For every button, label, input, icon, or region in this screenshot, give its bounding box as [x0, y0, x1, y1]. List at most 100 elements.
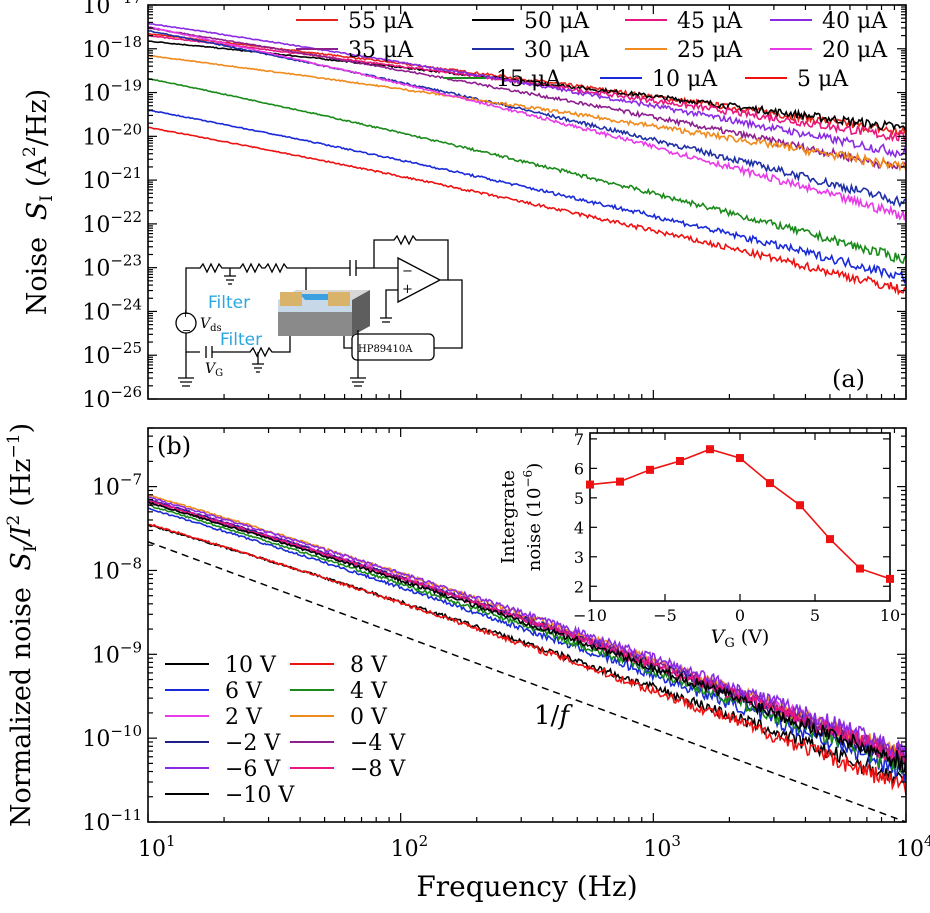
vds-minus-icon: − [182, 324, 191, 337]
y-tick-label: 10−11 [82, 806, 142, 836]
legend-label-6: 25 μA [677, 38, 743, 63]
legend-label-5: 30 μA [524, 38, 590, 63]
series-line-2 [147, 34, 907, 143]
legend-label-b-8: −6 V [225, 757, 281, 782]
y-tick-label: 10−17 [82, 0, 142, 19]
analyzer-label: HP89410A [358, 344, 413, 355]
series-line-4 [147, 27, 907, 171]
inset-marker-4 [706, 445, 714, 454]
series-line-6 [147, 54, 907, 173]
inset-marker-1 [616, 477, 624, 486]
panel-a-ylabel-unit-sup: 2 [20, 146, 40, 157]
panel-b-ylabel-unit-pre: (Hz [6, 458, 37, 506]
vds-label: Vds [200, 316, 222, 334]
inset-marker-8 [826, 535, 834, 544]
source-ground-icon [178, 352, 194, 387]
panel-b-ylabel-text: Normalized noise [6, 587, 37, 827]
y-tick-label: 10−23 [82, 252, 142, 282]
panel-b-ylabel-symbol: S [6, 552, 37, 571]
filter-label-2: Filter [220, 330, 262, 350]
y-tick-label: 10−9 [92, 638, 142, 668]
panel-b-label: (b) [157, 432, 191, 460]
y-tick-label: 10−26 [82, 383, 142, 413]
opamp-minus: − [402, 264, 413, 279]
inset-y-tick-label: 7 [574, 430, 584, 449]
panel-b-frame [147, 427, 907, 823]
series-line-3 [147, 22, 907, 159]
inset-y-tick-label: 6 [574, 459, 584, 478]
one-over-f-reference-line [147, 541, 907, 823]
device-ground-icon [350, 330, 366, 387]
analyzer-box [351, 333, 435, 361]
y-tick-label: 10−20 [82, 120, 142, 150]
panel-b-ylabel: Normalized noise SI/I2 (Hz−1) [4, 423, 41, 827]
legend-label-9: 10 μA [652, 67, 718, 92]
panel-a-ylabel-symbol: S [22, 202, 53, 221]
inset-y-tick-label: 3 [574, 548, 584, 567]
inset-x-tick-label: −5 [653, 606, 677, 625]
feedback-resistor-icon [373, 234, 449, 281]
filter-label-1: Filter [208, 293, 250, 313]
legend-label-4: 35 μA [348, 38, 414, 63]
panel-b-ylabel-unit-sup: −1 [4, 433, 24, 458]
inset-marker-6 [766, 479, 774, 488]
inset-xlabel: VG (V) [711, 626, 770, 651]
panel-b-legend: 10 V 8 V 6 V 4 V 2 V 0 V −2 V −4 V −6 V −8 V −10 V [165, 653, 406, 808]
y-tick-label: 10−25 [82, 339, 142, 369]
series-line-9 [147, 109, 907, 285]
y-tick-label: 10−8 [92, 554, 142, 584]
x-tick-label: 101 [138, 832, 176, 862]
x-tick-label: 103 [643, 832, 681, 862]
panel-a-ylabel-unit-post: /Hz) [22, 89, 53, 146]
panel-a-ylabel-text: Noise [22, 237, 53, 315]
inset-ylabel-line1: Intergrate [498, 470, 519, 564]
y-tick-label: 10−7 [92, 471, 142, 501]
series-line-5 [147, 29, 907, 208]
inset-background [566, 433, 892, 603]
vg-label: VG [205, 361, 223, 379]
circuit-top-wire [185, 262, 307, 313]
legend-label-b-7: −4 V [350, 731, 406, 756]
svg-text:Normalized noise SI/I2: Normalized noise SI/I2 (Hz−1) [4, 423, 41, 827]
inset-y-tick-label: 2 [574, 577, 584, 596]
y-tick-label: 10−21 [82, 164, 142, 194]
inset-ylabel-line2: noise (10−6) [521, 463, 545, 571]
inset-ylabel: Intergrate noise (10−6) [498, 463, 545, 571]
series-line-8 [147, 77, 907, 265]
panel-a-label: (a) [832, 365, 865, 393]
integrated-noise-inset: −10 −5 0 5 10 2 3 4 5 6 7 VG (V) Intergrate noise (… [498, 430, 900, 651]
panel-a-legend: 55 μA 50 μA 45 μA 40 μA 35 μA 30 μA 25 μA 20 μA… [296, 9, 888, 92]
inset-y-tick-label: 5 [574, 489, 584, 508]
inset-x-tick-label: 5 [810, 606, 820, 625]
series-line-9 [147, 499, 907, 768]
y-tick-label: 10−18 [82, 33, 142, 63]
coupling-capacitor-icon [306, 260, 398, 276]
inset-x-tick-label: 0 [735, 606, 745, 625]
vds-plus-icon: + [181, 307, 190, 320]
opamp-plus: + [402, 282, 413, 297]
inset-marker-0 [586, 480, 594, 489]
legend-label-b-3: 4 V [350, 679, 388, 704]
legend-label-b-10: −10 V [225, 783, 295, 808]
device-icon [278, 290, 370, 336]
legend-label-1: 50 μA [524, 9, 590, 34]
inset-x-tick-label: −10 [573, 606, 607, 625]
inset-x-tick-label: 10 [880, 606, 900, 625]
series-line-7 [147, 25, 907, 221]
panel-b-series [147, 493, 907, 823]
svg-text:Noise SI(A2/Hz): Noise SI (A2/Hz) [20, 89, 57, 315]
panel-a-ylabel: Noise SI (A2/Hz) [20, 89, 57, 315]
legend-label-b-0: 10 V [225, 653, 277, 678]
circuit-inset: + − Vds − + HP89410A [175, 234, 463, 387]
legend-label-2: 45 μA [677, 9, 743, 34]
series-line-1 [147, 523, 907, 795]
vg-filter-ground-icon [252, 352, 264, 373]
x-tick-label: 102 [391, 832, 429, 862]
panel-b-ylabel-subscript: I [21, 545, 41, 552]
y-tick-label: 10−19 [82, 77, 142, 107]
panel-a-ylabel-subscript: I [37, 195, 57, 202]
one-over-f-label: 1/f [534, 701, 573, 731]
